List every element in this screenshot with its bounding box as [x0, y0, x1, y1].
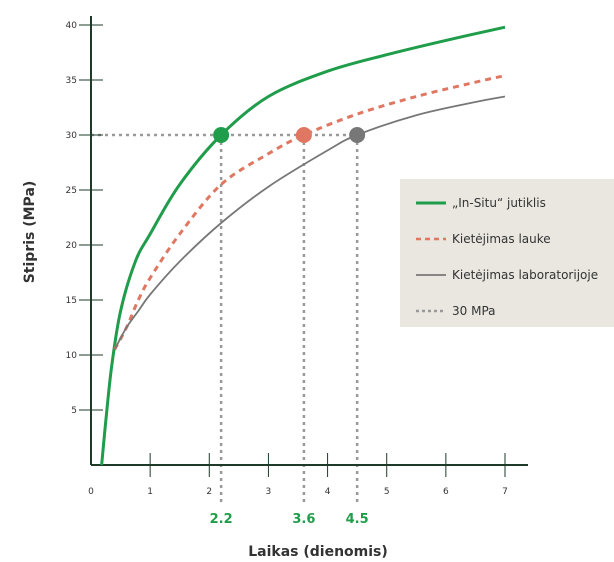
- series-line-solid: [100, 25, 506, 466]
- x-tick-label: 2: [206, 487, 212, 497]
- x-tick-label: 7: [502, 487, 508, 497]
- chart-axes: 5 10 15 20 25 30 35 40 0 1 2 3 4 5 6 7: [66, 16, 528, 497]
- y-tick-label: 40: [66, 21, 78, 31]
- series-line-solid: [113, 95, 506, 350]
- marker-value-label: 2.2: [210, 512, 233, 527]
- legend-label: Kietėjimas laboratorijoje: [452, 268, 598, 282]
- legend-label: 30 MPa: [452, 304, 496, 318]
- y-axis-title: Stipris (MPa): [22, 181, 38, 284]
- chart-legend: „In-Situ“ jutiklis Kietėjimas lauke Kietėj…: [400, 179, 614, 327]
- x-tick-label: 5: [384, 487, 390, 497]
- x-tick-label: 3: [266, 487, 272, 497]
- marker-value-label: 4.5: [346, 512, 369, 527]
- marker-layer: 2.2 3.6 4.5: [210, 127, 369, 527]
- x-axis-title: Laikas (dienomis): [248, 544, 388, 560]
- series-line-dashed: [113, 74, 506, 351]
- series-layer: [100, 25, 506, 466]
- threshold-marker: [349, 127, 366, 143]
- y-tick-label: 25: [66, 186, 77, 196]
- y-tick-label: 30: [66, 131, 78, 141]
- x-tick-label: 6: [443, 487, 449, 497]
- threshold-marker: [295, 127, 312, 143]
- legend-label: Kietėjimas lauke: [452, 232, 551, 246]
- y-tick-label: 35: [66, 76, 77, 86]
- legend-label: „In-Situ“ jutiklis: [452, 196, 546, 210]
- x-tick-label: 4: [325, 487, 331, 497]
- threshold-marker: [213, 127, 230, 143]
- x-tick-label: 1: [147, 487, 153, 497]
- y-tick-label: 5: [71, 406, 77, 416]
- y-tick-label: 15: [66, 296, 77, 306]
- x-tick-label: 0: [88, 487, 94, 497]
- marker-value-label: 3.6: [292, 512, 315, 527]
- y-tick-label: 20: [66, 241, 78, 251]
- y-tick-label: 10: [66, 351, 78, 361]
